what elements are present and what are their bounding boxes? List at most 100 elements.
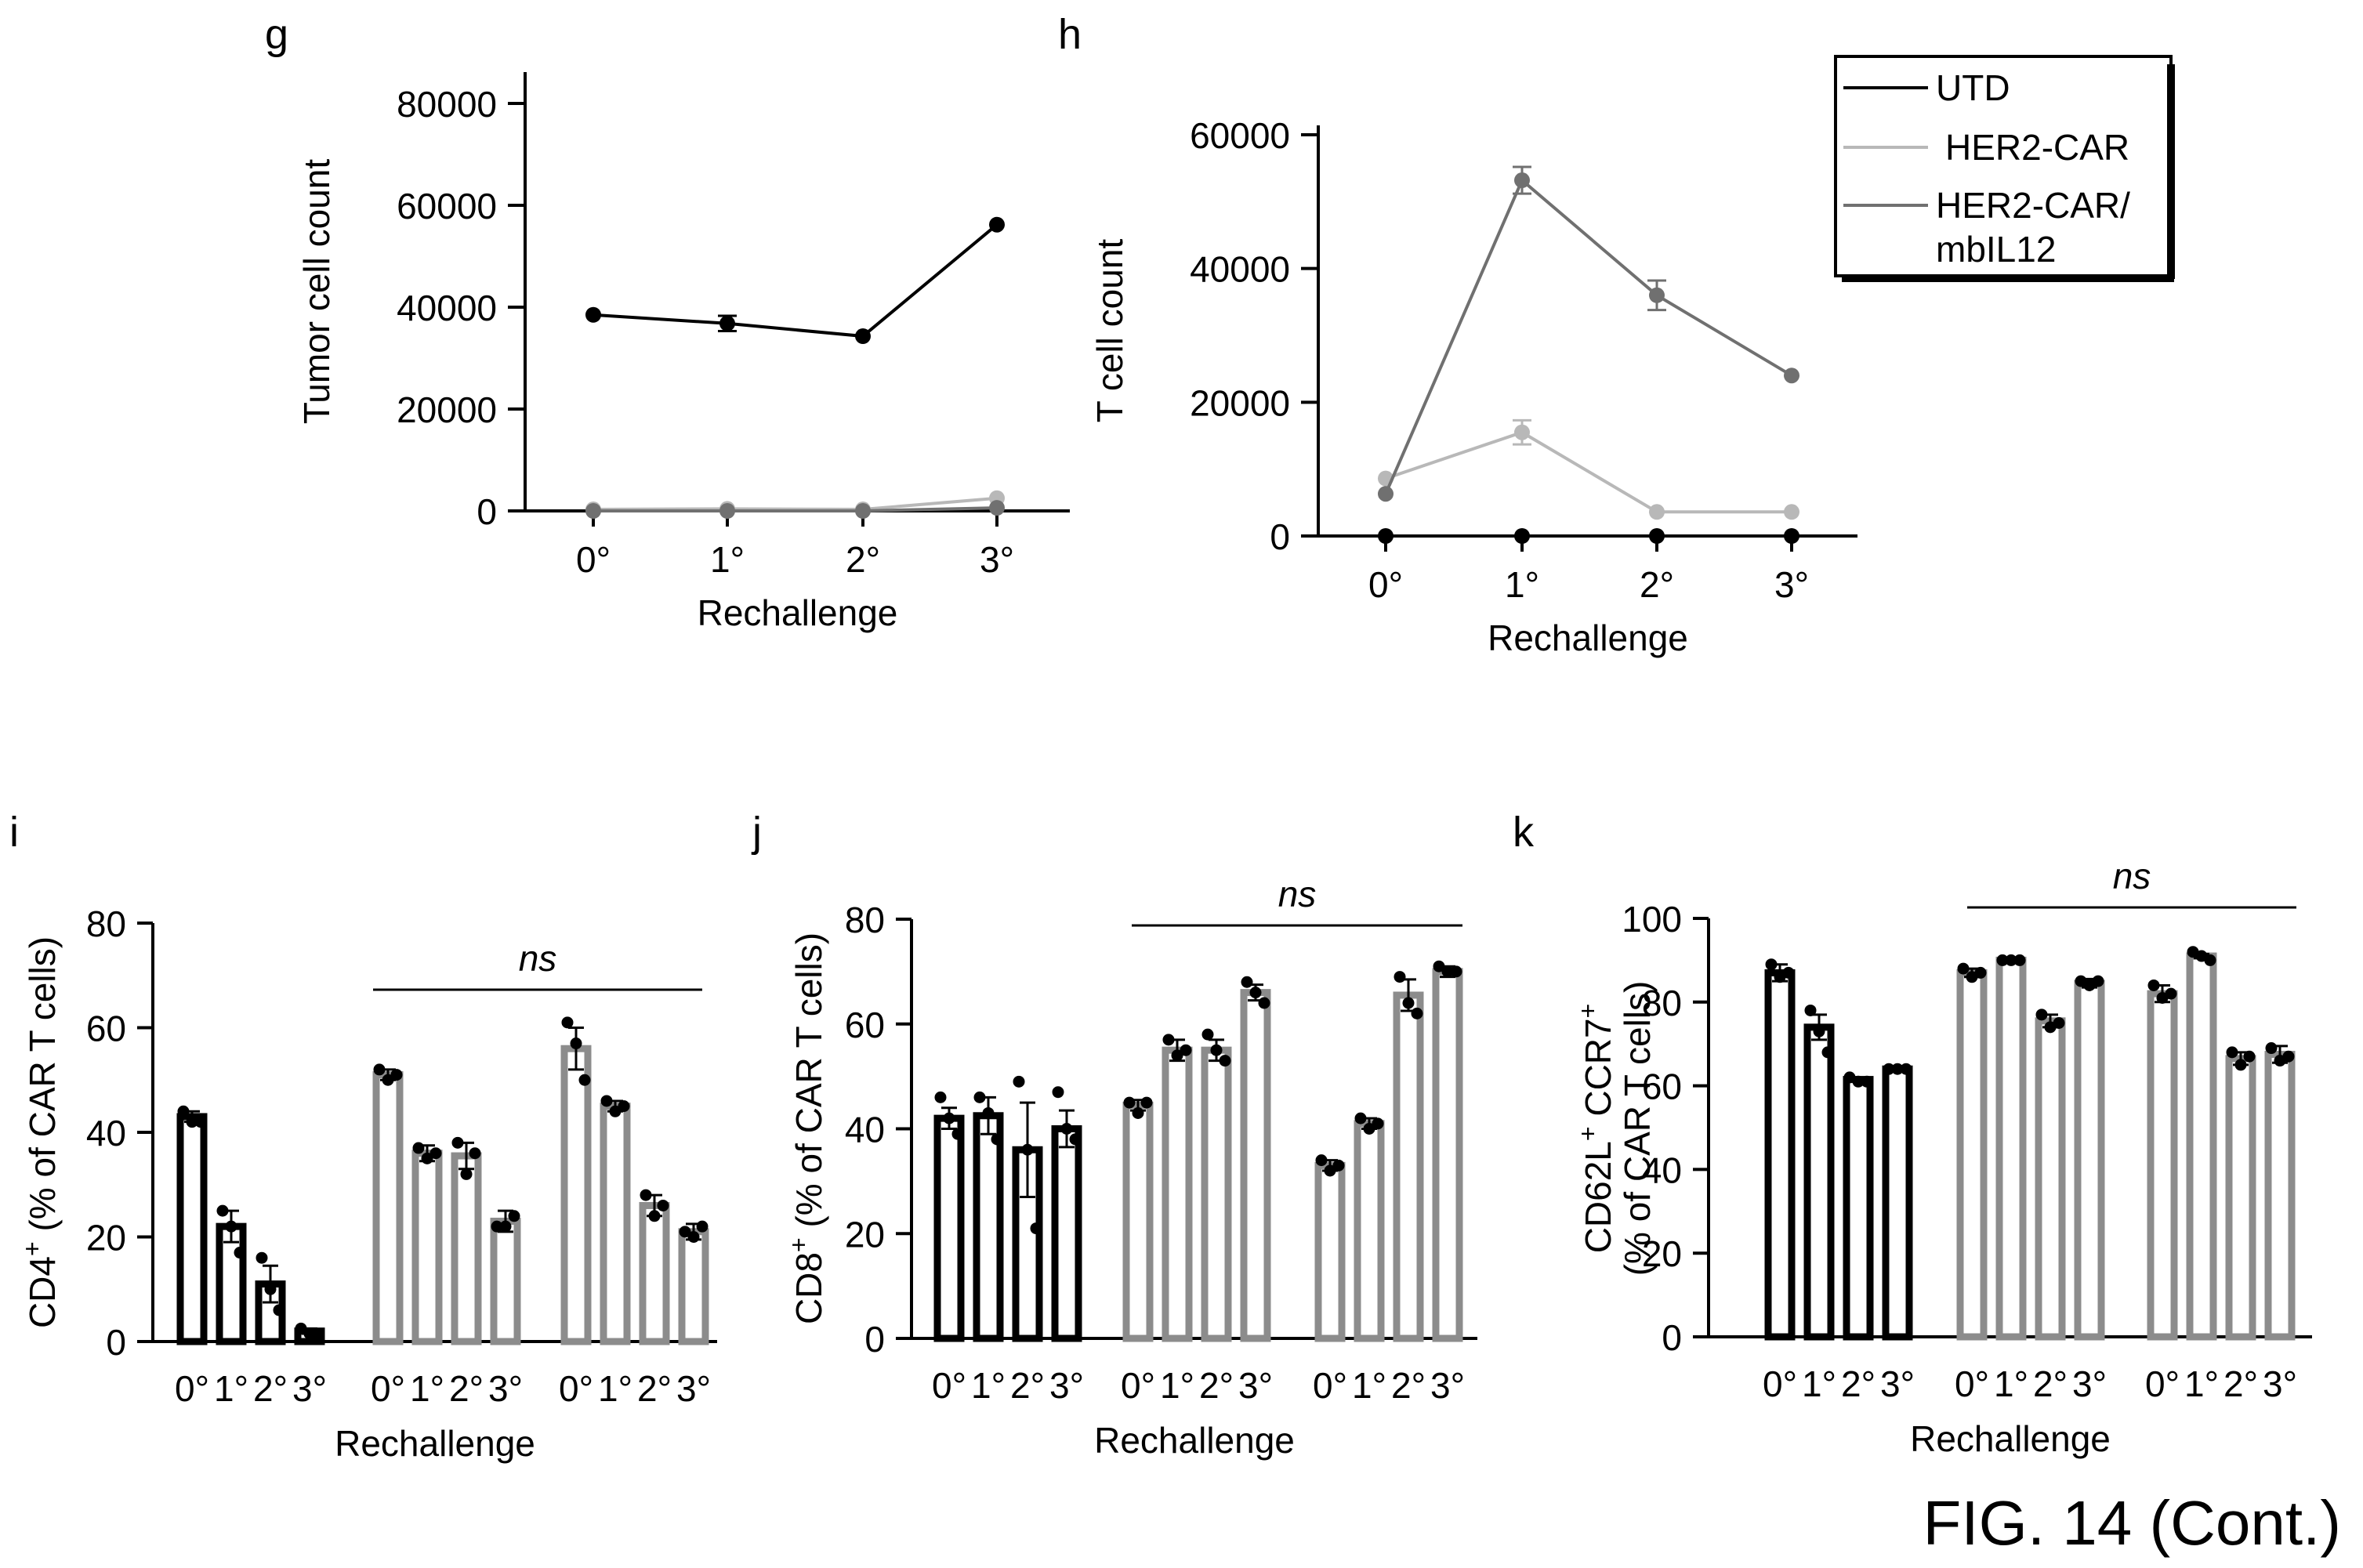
x-tick-label: 3° xyxy=(676,1368,711,1409)
bar xyxy=(639,1201,670,1345)
x-tick-label: 3° xyxy=(2263,1363,2297,1404)
x-tick-label: 3° xyxy=(292,1368,327,1409)
data-dot xyxy=(412,1142,425,1154)
x-tick-label: 0° xyxy=(1368,564,1403,605)
data-dot xyxy=(295,1322,307,1334)
legend: UTD HER2-CAR HER2-CAR/mbIL12 xyxy=(1834,55,2175,282)
data-dot xyxy=(609,1105,622,1117)
bar xyxy=(1393,991,1424,1342)
data-dot xyxy=(2092,975,2104,987)
bar xyxy=(1354,1120,1385,1342)
data-dot xyxy=(991,1133,1003,1146)
x-tick-label: 1° xyxy=(1352,1365,1386,1406)
bar xyxy=(933,1114,965,1342)
y-axis-title: Tumor cell count xyxy=(296,159,337,425)
data-point xyxy=(1378,486,1394,502)
data-dot xyxy=(469,1147,481,1160)
data-dot xyxy=(1957,962,1970,975)
data-point xyxy=(585,503,601,519)
bar xyxy=(1122,1101,1154,1342)
data-dot xyxy=(2204,954,2216,966)
bar xyxy=(1162,1046,1193,1342)
data-dot xyxy=(1441,965,1454,978)
data-dot xyxy=(1013,1075,1025,1088)
data-dot xyxy=(1258,997,1270,1009)
data-dot xyxy=(973,1091,986,1103)
data-dot xyxy=(2053,1017,2065,1029)
bar xyxy=(2264,1051,2296,1341)
data-dot xyxy=(2165,987,2177,1000)
y-axis-title-sup: + xyxy=(1574,1004,1602,1019)
data-dot xyxy=(1241,976,1253,988)
legend-frame xyxy=(1834,55,2173,277)
data-dot xyxy=(1433,960,1445,972)
legend-label: HER2-CAR/mbIL12 xyxy=(1936,185,2130,270)
bar xyxy=(2147,990,2178,1341)
bar xyxy=(2225,1055,2256,1341)
y-tick-label: 0 xyxy=(106,1322,126,1363)
data-dot xyxy=(177,1105,190,1117)
x-axis-title: Rechallenge xyxy=(1488,617,1688,658)
x-tick-label: 0° xyxy=(1955,1363,1989,1404)
x-tick-label: 1° xyxy=(410,1368,444,1409)
x-tick-label: 2° xyxy=(846,539,880,580)
legend-label-line: mbIL12 xyxy=(1936,229,2056,270)
data-point xyxy=(1649,287,1665,303)
x-tick-label: 2° xyxy=(1391,1365,1426,1406)
x-tick-label: 2° xyxy=(1640,564,1674,605)
data-dot xyxy=(982,1106,995,1119)
data-dot xyxy=(1804,1004,1817,1016)
data-dot xyxy=(2005,954,2017,966)
y-axis-title-main: CD8 xyxy=(788,1252,829,1324)
data-dot xyxy=(421,1152,433,1164)
data-point xyxy=(719,315,735,331)
y-tick-label: 20 xyxy=(1642,1233,1682,1274)
x-axis-title: Rechallenge xyxy=(1910,1418,2111,1459)
data-dot xyxy=(2035,1009,2048,1021)
data-dot xyxy=(1210,1044,1223,1056)
data-dot xyxy=(618,1100,630,1113)
panel-h: 0 20000 40000 60000 0° 1° 2° 3° Rechallenge T cel… xyxy=(1089,115,1857,658)
y-axis-title-b: CCR7 xyxy=(1578,1018,1618,1126)
data-dot xyxy=(1450,965,1462,978)
data-dot xyxy=(382,1074,394,1086)
y-axis-title-a: CD62L xyxy=(1578,1141,1618,1253)
x-tick-label: 3° xyxy=(1880,1363,1915,1404)
y-tick-label: 80 xyxy=(1642,983,1682,1023)
y-axis-title-line1: CD62L+ CCR7+ xyxy=(1574,1004,1618,1254)
data-point xyxy=(1649,528,1665,544)
x-tick-label: 3° xyxy=(1430,1365,1465,1406)
bar xyxy=(451,1152,482,1345)
panel-g: 0 20000 40000 60000 80000 0° 1° 2° 3° Rechallenge… xyxy=(296,72,1070,633)
panel-letter-j: j xyxy=(751,809,762,856)
bar xyxy=(560,1045,592,1345)
y-axis-title-main: CD4 xyxy=(22,1256,63,1328)
legend-label-line: HER2-CAR/ xyxy=(1936,185,2130,226)
bar xyxy=(1956,969,1988,1341)
data-dot xyxy=(600,1095,613,1107)
x-axis-title: Rechallenge xyxy=(335,1423,535,1464)
data-point xyxy=(585,306,601,323)
x-tick-label: 0° xyxy=(2145,1363,2180,1404)
data-point xyxy=(1649,504,1665,520)
data-dot xyxy=(943,1112,955,1124)
data-dot xyxy=(570,1037,582,1050)
data-point xyxy=(1378,528,1394,544)
data-dot xyxy=(1900,1063,1912,1075)
legend-label-line: UTD xyxy=(1936,67,2010,108)
x-tick-label: 3° xyxy=(1238,1365,1273,1406)
data-dot xyxy=(648,1210,661,1222)
data-point xyxy=(989,216,1005,233)
x-tick-label: 2° xyxy=(1199,1365,1234,1406)
x-tick-label: 0° xyxy=(175,1368,209,1409)
x-tick-label: 0° xyxy=(576,539,611,580)
y-tick-label: 60000 xyxy=(1190,115,1290,156)
data-dot xyxy=(1821,1046,1834,1059)
data-dot xyxy=(1324,1164,1336,1177)
data-dot xyxy=(1765,958,1778,971)
series-line-1 xyxy=(1385,430,1792,514)
bar xyxy=(1995,956,2027,1341)
data-dot xyxy=(225,1220,237,1233)
bar xyxy=(176,1113,208,1345)
